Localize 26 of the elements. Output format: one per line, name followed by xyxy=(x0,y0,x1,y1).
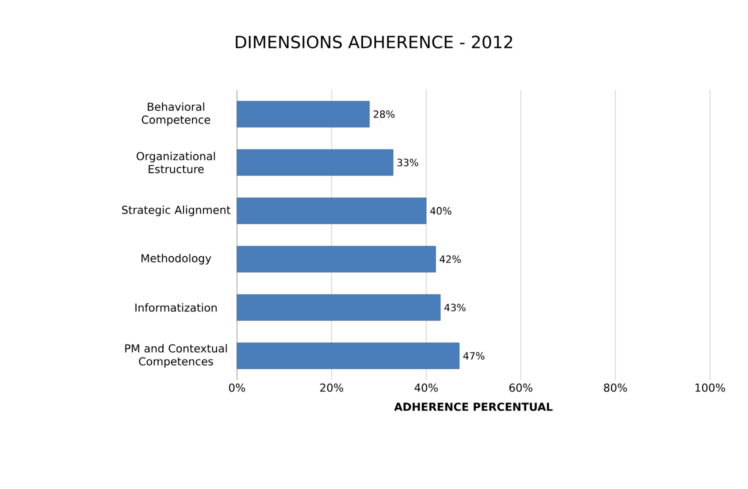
y-tick-label: Methodology xyxy=(142,254,212,264)
y-tick-label: PM and Contextual Competences xyxy=(125,344,227,368)
x-tick-label: 60% xyxy=(509,384,532,392)
x-tick-label: 80% xyxy=(604,384,627,392)
x-axis-title: ADHERENCE PERCENTUAL xyxy=(394,402,553,411)
x-tick-label: 100% xyxy=(696,384,726,392)
chart-title: DIMENSIONS ADHERENCE - 2012 xyxy=(236,36,512,48)
x-tick-label: 20% xyxy=(320,384,344,392)
data-label: 43% xyxy=(444,304,466,312)
bar xyxy=(236,342,460,370)
x-tick-label: 0% xyxy=(229,384,246,392)
y-tick-label: Informatization xyxy=(135,303,217,312)
bar xyxy=(236,100,370,128)
bar xyxy=(236,294,441,321)
data-label: 28% xyxy=(374,110,395,118)
y-tick-label: Organizational Estructure xyxy=(136,152,215,174)
bar xyxy=(236,246,436,272)
data-label: 42% xyxy=(440,255,461,263)
x-tick-label: 40% xyxy=(414,384,438,392)
y-tick-label: Strategic Alignment xyxy=(122,206,230,216)
data-label: 40% xyxy=(430,207,452,215)
data-label: 33% xyxy=(397,158,418,166)
bar xyxy=(236,149,394,176)
bar xyxy=(236,198,426,224)
data-label: 47% xyxy=(463,352,484,360)
y-tick-label: Behavioral Competence xyxy=(142,102,210,126)
